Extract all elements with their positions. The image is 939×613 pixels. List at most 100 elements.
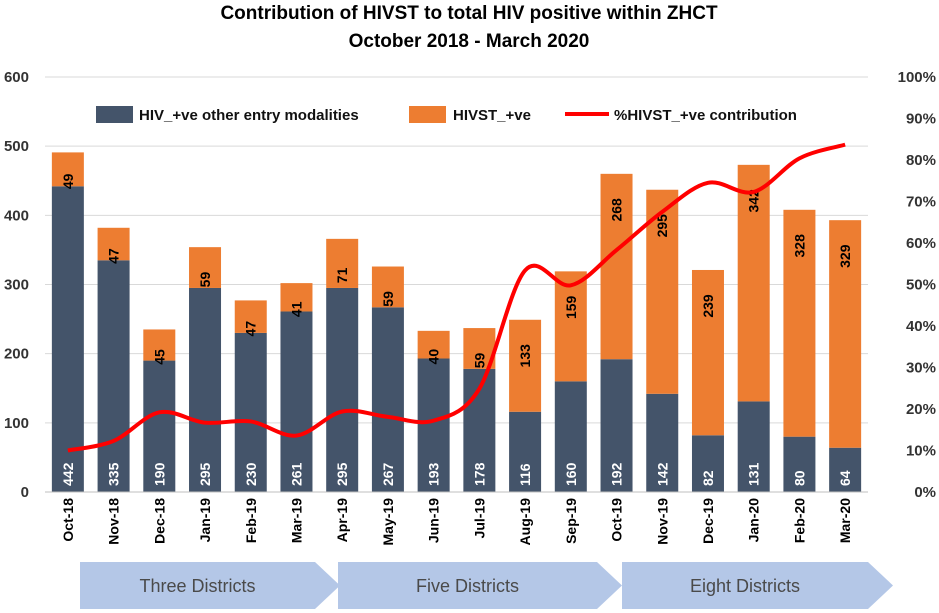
legend-label-percent: %HIVST_+ve contribution [614,107,797,124]
x-category-label: Mar-19 [288,498,304,543]
bar-hivst [189,247,222,288]
x-category-label: Jan-20 [746,498,762,543]
label-hivst: 49 [60,173,76,189]
label-hivst: 71 [334,267,350,283]
label-other-modalities: 142 [654,462,670,486]
bar-hivst [97,227,130,261]
y-tick-label: 600 [4,69,29,86]
label-other-modalities: 116 [517,463,533,486]
y2-tick-label: 40% [906,318,936,335]
y2-tick-label: 50% [906,277,936,294]
bar-other-modalities [691,435,724,492]
y-axis-right: 0% 10% 20% 30% 40% 50% 60% 70% 80% 90% 100% [898,69,936,501]
label-hivst: 59 [471,352,487,368]
legend: HIV_+ve other entry modalities HIVST_+ve%… [96,106,797,124]
gridlines [45,76,868,493]
x-category-label: Aug-19 [517,498,533,546]
y2-tick-label: 20% [906,401,936,418]
bar-other-modalities [280,311,313,492]
label-hivst: 159 [563,295,579,319]
bar-other-modalities [97,260,130,492]
bar-hivst [600,173,633,360]
bar-other-modalities [509,411,542,492]
label-other-modalities: 82 [700,470,716,486]
district-label: Eight Districts [690,576,800,596]
y2-tick-label: 30% [906,360,936,377]
label-other-modalities: 64 [837,470,853,486]
label-hivst: 239 [700,294,716,318]
x-category-label: May-19 [380,498,396,546]
bar-hivst [51,152,84,187]
x-category-label: Jun-19 [426,498,442,543]
x-category-label: Feb-20 [791,498,807,543]
y-axis-left: 0 100 200 300 400 500 600 [4,69,29,501]
label-other-modalities: 295 [197,462,213,486]
y2-tick-label: 80% [906,152,936,169]
y-tick-label: 0 [21,484,29,501]
bar-hivst [143,329,176,361]
bar-other-modalities [371,307,404,492]
bar-other-modalities [737,401,770,492]
y2-tick-label: 10% [906,443,936,460]
bar-other-modalities [783,436,816,492]
label-other-modalities: 261 [288,462,304,486]
bar-hivst [554,271,587,382]
bar-hivst [326,238,359,288]
label-other-modalities: 190 [151,462,167,486]
bar-hivst [737,164,770,402]
label-other-modalities: 295 [334,462,350,486]
y2-tick-label: 100% [898,69,936,86]
legend-swatch-hivst [409,106,446,123]
label-hivst: 268 [609,198,625,222]
y2-tick-label: 0% [914,484,936,501]
label-other-modalities: 131 [746,462,762,486]
bar-hivst [234,300,267,333]
label-hivst: 59 [197,272,213,288]
legend-label-hivst: HIVST_+ve [453,107,531,124]
label-other-modalities: 335 [106,462,122,486]
y-tick-label: 200 [4,346,29,363]
x-category-label: Oct-19 [609,498,625,542]
district-arrows: Three Districts Five Districts Eight Distr… [80,562,893,609]
bar-other-modalities [51,186,84,493]
bar-hivst [646,189,679,394]
y-tick-label: 500 [4,138,29,155]
y2-tick-label: 60% [906,235,936,252]
percent-line [67,142,846,453]
x-category-label: Nov-18 [106,498,122,545]
bars: 442 49 335 47 190 45 295 59 230 47 261 41 295 71 267 59… [45,152,868,493]
label-other-modalities: 160 [563,462,579,486]
bar-other-modalities [829,447,862,492]
x-category-label: Jul-19 [471,498,487,539]
x-category-label: Nov-19 [654,498,670,545]
chart-title: Contribution of HIVST to total HIV posit… [220,3,718,24]
bar-other-modalities [646,393,679,492]
y-tick-label: 400 [4,207,29,224]
label-hivst: 47 [106,248,122,264]
district-label: Three Districts [139,576,255,596]
y2-tick-label: 70% [906,194,936,211]
label-hivst: 40 [426,349,442,365]
bar-hivst [371,266,404,308]
x-axis: Oct-18 Nov-18 Dec-18 Jan-19 Feb-19 Mar-19 Apr-… [60,498,853,546]
label-other-modalities: 442 [60,462,76,486]
label-hivst: 45 [151,349,167,365]
label-hivst: 133 [517,344,533,368]
x-category-label: Dec-19 [700,498,716,544]
bar-hivst [509,319,542,412]
bar-hivst [829,220,862,448]
x-category-label: Jan-19 [197,498,213,543]
x-category-label: Feb-19 [243,498,259,543]
chart-subtitle: October 2018 - March 2020 [349,31,590,52]
district-label: Five Districts [416,576,519,596]
x-category-label: Dec-18 [151,498,167,544]
bar-other-modalities [143,360,176,492]
percent-hivst-line [67,142,846,453]
bar-other-modalities [554,381,587,492]
bar-hivst [417,330,450,359]
y-tick-label: 300 [4,277,29,294]
district-arrow [80,562,340,609]
label-hivst: 59 [380,291,396,307]
label-hivst: 328 [791,234,807,258]
